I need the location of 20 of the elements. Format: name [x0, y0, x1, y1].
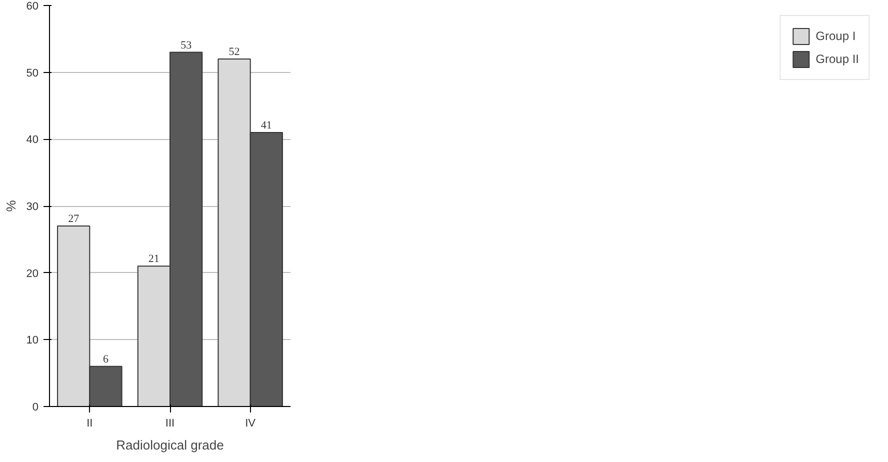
y-tick-label: 0: [32, 402, 39, 414]
y-tick-label: 40: [26, 134, 39, 146]
legend-label: Group I: [816, 29, 856, 43]
x-axis-title: Radiological grade: [116, 438, 224, 452]
data-label: 6: [102, 353, 109, 366]
y-tick-label: 10: [26, 334, 39, 347]
x-tick-label: IV: [245, 418, 256, 430]
y-axis-title: %: [3, 200, 18, 212]
data-label: 21: [148, 253, 160, 266]
data-label: 53: [180, 39, 192, 52]
x-tick-label: III: [165, 418, 175, 430]
legend-label: Group II: [816, 52, 859, 66]
x-tick-label: II: [86, 418, 93, 430]
y-tick-label: 50: [26, 67, 39, 80]
y-tick-label: 20: [26, 268, 39, 280]
data-label: 41: [260, 119, 272, 132]
y-tick-label: 30: [26, 201, 39, 213]
data-label: 27: [68, 213, 80, 226]
y-tick-label: 60: [26, 0, 39, 12]
data-label: 52: [228, 46, 240, 58]
